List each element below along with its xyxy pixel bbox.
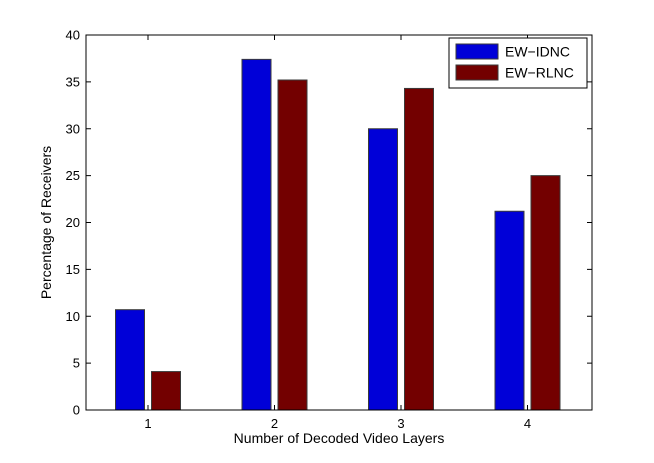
x-axis-label: Number of Decoded Video Layers: [234, 430, 445, 446]
y-tick-label: 25: [66, 168, 80, 183]
legend-swatch: [456, 44, 498, 59]
x-tick-label: 2: [271, 416, 278, 431]
bar-series1-cat3: [369, 129, 398, 410]
bar-series1-cat2: [242, 59, 271, 410]
bar-series2-cat2: [278, 80, 307, 410]
y-tick-label: 20: [66, 215, 80, 230]
bar-series2-cat3: [405, 88, 434, 410]
y-tick-label: 35: [66, 74, 80, 89]
y-tick-label: 0: [73, 403, 80, 418]
bar-series2-cat4: [531, 176, 560, 410]
legend-swatch: [456, 65, 498, 80]
x-tick-label: 4: [524, 416, 531, 431]
x-tick-label: 3: [397, 416, 404, 431]
bar-series2-cat1: [152, 372, 181, 410]
y-axis-label: Percentage of Receivers: [38, 146, 54, 299]
x-tick-label: 1: [144, 416, 151, 431]
legend-label: EW−IDNC: [505, 44, 570, 60]
bar-series1-cat1: [116, 310, 145, 410]
y-tick-label: 15: [66, 262, 80, 277]
y-tick-label: 5: [73, 356, 80, 371]
y-tick-label: 30: [66, 121, 80, 136]
y-tick-label: 10: [66, 309, 80, 324]
y-tick-label: 40: [66, 28, 80, 43]
legend: EW−IDNC EW−RLNC: [449, 38, 587, 88]
bar-series1-cat4: [495, 211, 524, 410]
legend-label: EW−RLNC: [505, 65, 574, 81]
